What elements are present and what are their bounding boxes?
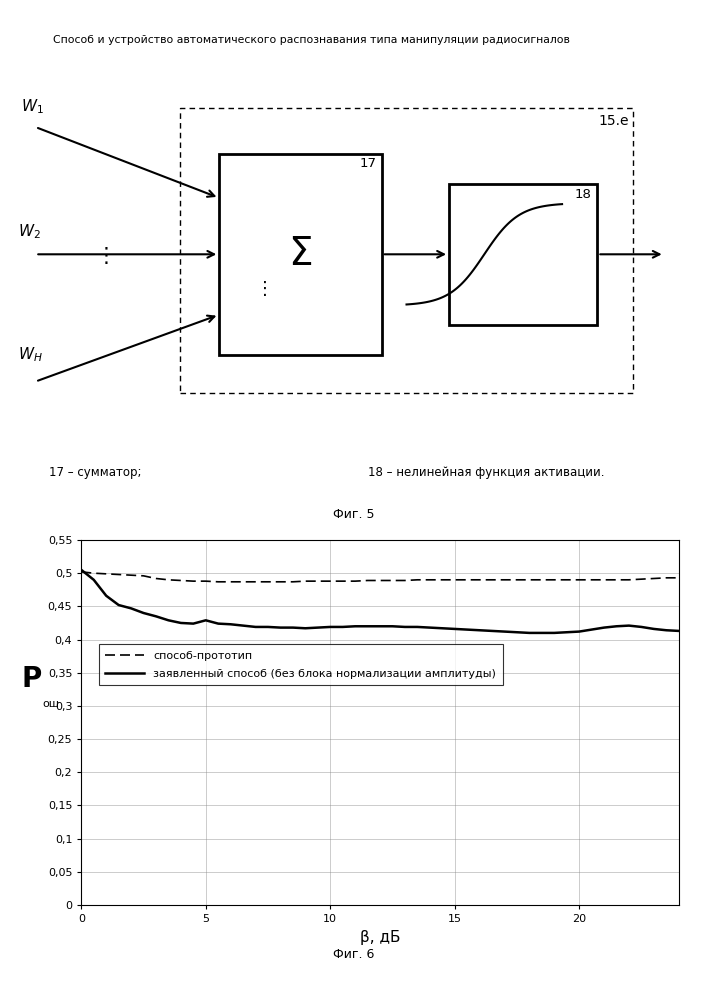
Text: 18 – нелинейная функция активации.: 18 – нелинейная функция активации.	[368, 466, 604, 479]
Text: Способ и устройство автоматического распознавания типа манипуляции радиосигналов: Способ и устройство автоматического расп…	[53, 35, 570, 45]
Legend: способ-прототип, заявленный способ (без блока нормализации амплитуды): способ-прототип, заявленный способ (без …	[99, 644, 503, 685]
Text: 15.e: 15.e	[599, 114, 629, 128]
Text: Р: Р	[22, 665, 42, 693]
Text: Фиг. 6: Фиг. 6	[333, 948, 374, 962]
Text: 17: 17	[359, 157, 376, 170]
Text: ⋮: ⋮	[256, 280, 274, 298]
Text: ош: ош	[42, 699, 59, 709]
Text: 17 – сумматор;: 17 – сумматор;	[49, 466, 142, 479]
Text: ⋮: ⋮	[95, 246, 117, 266]
Text: $\Sigma$: $\Sigma$	[288, 235, 312, 273]
Bar	[180, 108, 633, 393]
Text: $W_H$: $W_H$	[18, 346, 42, 364]
Text: 18: 18	[575, 188, 592, 201]
X-axis label: β, дБ: β, дБ	[360, 930, 400, 945]
Bar	[219, 154, 382, 355]
Text: $W_2$: $W_2$	[18, 222, 40, 241]
Text: Фиг. 5: Фиг. 5	[333, 508, 374, 522]
Text: $W_1$: $W_1$	[21, 97, 44, 116]
Bar	[449, 184, 597, 325]
